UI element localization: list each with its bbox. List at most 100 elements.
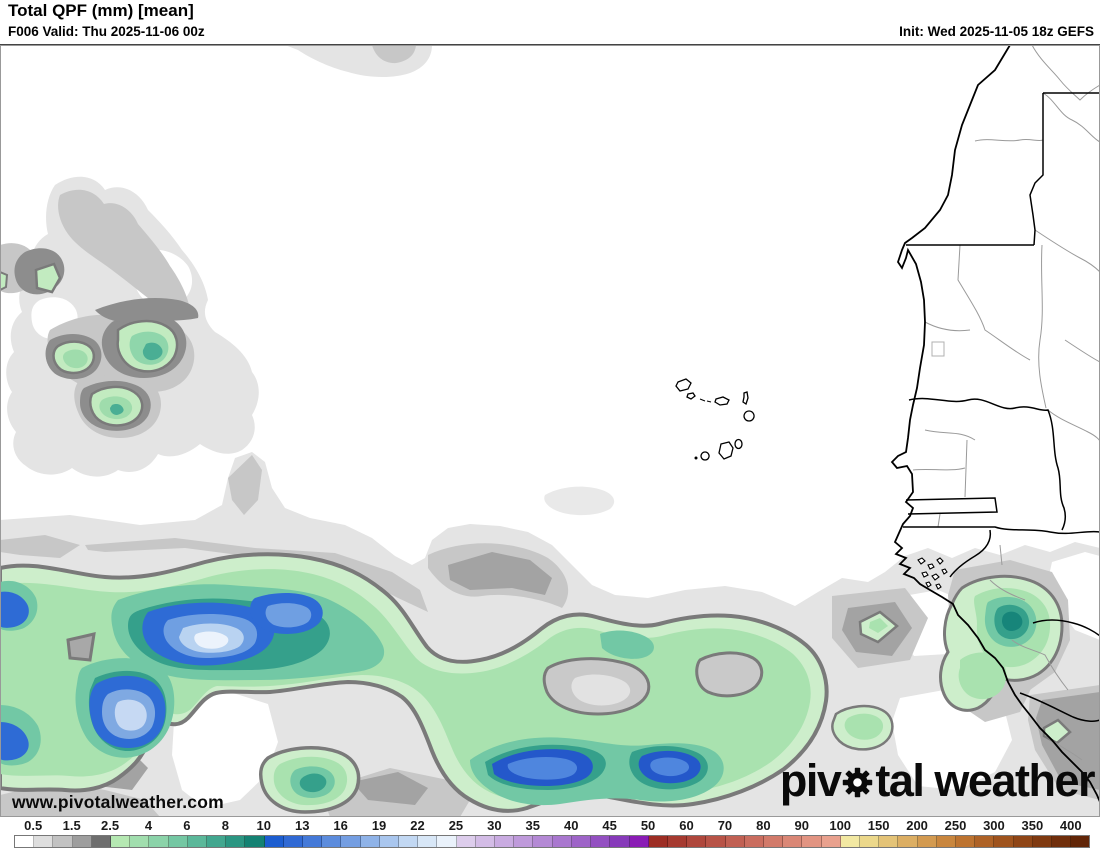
- colorbar-cell: [187, 836, 208, 847]
- colorbar-tick-label: 22: [410, 818, 425, 833]
- colorbar-tick-label: 400: [1059, 818, 1082, 833]
- colorbar-tick-label: 30: [487, 818, 502, 833]
- colorbar-cell: [783, 836, 803, 847]
- colorbar-tick-label: 90: [794, 818, 810, 833]
- colorbar-cell: [72, 836, 92, 847]
- colorbar-cell: [360, 836, 380, 847]
- pivotal-weather-logo: piv tal weather: [779, 755, 1096, 806]
- colorbar-cell: [955, 836, 976, 847]
- colorbar-tick-label: 300: [983, 818, 1005, 833]
- colorbar-cell: [533, 836, 553, 847]
- precip-green-band: [0, 552, 829, 813]
- colorbar-tick-label: 100: [829, 818, 852, 833]
- colorbar-tick-label: 2.5: [101, 818, 120, 833]
- colorbar-cell: [975, 836, 995, 847]
- colorbar-cell: [821, 836, 841, 847]
- colorbar-tick-label: 13: [294, 818, 310, 833]
- colorbar-cell: [936, 836, 956, 847]
- precip-guinea-greens: [831, 574, 1072, 751]
- colorbar-cell: [264, 836, 284, 847]
- colorbar-tick-label: 250: [944, 818, 967, 833]
- colorbar-cell: [687, 836, 707, 847]
- header: Total QPF (mm) [mean] F006 Valid: Thu 20…: [0, 0, 1100, 45]
- precip-blue-cores: [0, 591, 701, 786]
- weather-map: [0, 45, 1100, 817]
- valid-time-label: F006 Valid: Thu 2025-11-06 00z: [8, 24, 205, 39]
- colorbar-cell: [283, 836, 304, 847]
- colorbar-cell: [399, 836, 419, 847]
- colorbar-tick-label: 60: [679, 818, 694, 833]
- colorbar-cell: [859, 836, 880, 847]
- colorbar-cell: [379, 836, 400, 847]
- colorbar-cell: [706, 836, 726, 847]
- colorbar-tick-label: 200: [906, 818, 928, 833]
- country-borders: [903, 92, 1100, 722]
- colorbar-cell: [917, 836, 937, 847]
- colorbar-cell: [15, 836, 35, 847]
- colorbar-labels: 0.5 1.5 2.5 4 6 8 10 13 16 19 22 25 30 35 40 45 50 60 70 80…: [0, 818, 1100, 834]
- colorbar-cell: [898, 836, 918, 847]
- colorbar-cell: [495, 836, 515, 847]
- colorbar-tick-label: 10: [256, 818, 272, 833]
- colorbar-cell: [1013, 836, 1033, 847]
- colorbar-tick-label: 6: [183, 818, 191, 833]
- logo-text-post: tal weather: [875, 755, 1095, 806]
- colorbar-tick-label: 45: [602, 818, 617, 833]
- admin-borders: [912, 45, 1100, 761]
- colorbar-tick-label: 1.5: [62, 818, 81, 833]
- colorbar-cell: [591, 836, 611, 847]
- watermark: www.pivotalweather.com: [12, 792, 224, 812]
- colorbar-cell: [629, 836, 649, 847]
- colorbar-cell: [341, 836, 361, 847]
- precip-band-holes: [66, 632, 764, 716]
- colorbar-tick-label: 50: [640, 818, 656, 833]
- colorbar-cell: [552, 836, 572, 847]
- colorbar-tick-label: 150: [867, 818, 890, 833]
- coastline: [890, 45, 1100, 803]
- colorbar-cell: [34, 836, 54, 847]
- colorbar-cell: [879, 836, 899, 847]
- colorbar-tick-label: 80: [756, 818, 771, 833]
- colorbar-cell: [456, 836, 476, 847]
- colorbar-tick-label: 350: [1021, 818, 1044, 833]
- colorbar-cell: [802, 836, 822, 847]
- precip-bottom-green-blob: [258, 746, 361, 814]
- colorbar-cell: [725, 836, 745, 847]
- logo-text-pre: piv: [779, 755, 842, 806]
- map-title: Total QPF (mm) [mean]: [8, 1, 194, 20]
- colorbar-cell: [744, 836, 764, 847]
- colorbar-cell: [226, 836, 246, 847]
- colorbar-tick-label: 16: [333, 818, 348, 833]
- colorbar-tick-label: 4: [144, 818, 153, 833]
- colorbar-cell: [475, 836, 496, 847]
- colorbar-cell: [418, 836, 438, 847]
- colorbar-tick-label: 8: [221, 818, 229, 833]
- colorbar-cell: [53, 836, 73, 847]
- colorbar-cell: [303, 836, 323, 847]
- colorbar-cell: [149, 836, 169, 847]
- colorbar-tick-label: 25: [448, 818, 464, 833]
- colorbar-tick-label: 70: [717, 818, 733, 833]
- gear-icon: [843, 767, 873, 798]
- colorbar-cell: [763, 836, 784, 847]
- colorbar-cell: [207, 836, 227, 847]
- colorbar-tick-label: 35: [525, 818, 541, 833]
- colorbar-cell: [322, 836, 342, 847]
- colorbar-cell: [1071, 836, 1090, 847]
- colorbar-tick-label: 40: [563, 818, 579, 833]
- cape-verde-islands: [675, 378, 755, 461]
- precip-topleft-greens: [0, 262, 179, 427]
- init-time-label: Init: Wed 2025-11-05 18z GEFS: [899, 24, 1094, 39]
- colorbar-tick-label: 19: [371, 818, 387, 833]
- colorbar-cell: [91, 836, 112, 847]
- colorbar-cell: [111, 836, 131, 847]
- colorbar-cell: [1051, 836, 1072, 847]
- colorbar-cell: [667, 836, 688, 847]
- colorbar-cell: [168, 836, 188, 847]
- colorbar-cell: [437, 836, 457, 847]
- colorbar-cell: [994, 836, 1014, 847]
- guinea-bissau-islands: [917, 557, 948, 590]
- colorbar-cell: [610, 836, 630, 847]
- colorbar-cell: [1032, 836, 1052, 847]
